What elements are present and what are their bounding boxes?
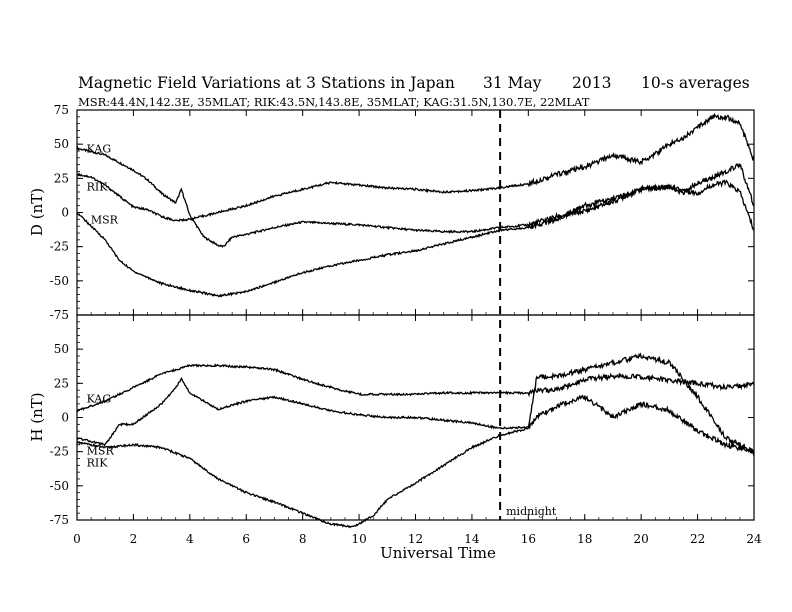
- chart-title-year: 2013: [572, 74, 611, 92]
- d-panel: -75 -50 -25 0 25 50 75 KAG RIK MSR: [50, 103, 755, 322]
- d-y-tick-label: -75: [50, 308, 69, 322]
- h-axis-title: H (nT): [28, 392, 46, 441]
- x-tick-label: 14: [464, 532, 480, 546]
- x-tick-label: 0: [73, 532, 81, 546]
- x-tick-label: 8: [299, 532, 307, 546]
- h-y-tick-label: 0: [61, 411, 69, 425]
- x-tick-label: 18: [577, 532, 592, 546]
- chart-title-averaging: 10-s averages: [641, 74, 750, 92]
- h-series-msr-line: [76, 376, 755, 455]
- d-y-tick-label: 75: [54, 103, 69, 117]
- x-axis-title: Universal Time: [380, 544, 496, 562]
- chart-subtitle-stations: MSR:44.4N,142.3E, 35MLAT; RIK:43.5N,143.…: [78, 95, 590, 109]
- d-series-msr-line: [76, 163, 755, 298]
- h-series-rik-label: RIK: [87, 457, 109, 470]
- h-series-rik-line: [76, 352, 755, 529]
- d-axis-title: D (nT): [28, 188, 46, 236]
- h-y-tick-label: 50: [54, 342, 69, 356]
- x-tick-label: 24: [746, 532, 762, 546]
- d-y-tick-label: -50: [50, 274, 69, 288]
- midnight-marker-label: midnight: [506, 505, 557, 518]
- d-series-msr-label: MSR: [91, 213, 119, 226]
- x-tick-label: 16: [521, 532, 536, 546]
- h-y-tick-label: -25: [50, 445, 69, 459]
- h-y-tick-label: -50: [50, 479, 69, 493]
- x-tick-label: 2: [130, 532, 138, 546]
- x-tick-label: 22: [690, 532, 705, 546]
- x-tick-label: 10: [351, 532, 366, 546]
- h-series-kag-line: [76, 363, 755, 413]
- h-y-tick-label: 25: [54, 376, 69, 390]
- d-y-tick-label: 50: [54, 137, 69, 151]
- x-tick-label: 12: [408, 532, 423, 546]
- d-y-tick-label: -25: [50, 240, 69, 254]
- d-series-kag-line: [76, 145, 755, 248]
- x-axis: 0 2 4 6 8 10 12 14 16 18 20 22 24: [73, 532, 762, 546]
- h-series-kag-label: KAG: [87, 392, 112, 405]
- d-y-tick-label: 0: [61, 206, 69, 220]
- h-y-tick-label: -75: [50, 513, 69, 527]
- chart-title-main: Magnetic Field Variations at 3 Stations …: [78, 74, 455, 92]
- x-tick-label: 6: [242, 532, 250, 546]
- d-series-rik-label: RIK: [87, 181, 109, 194]
- x-tick-label: 4: [186, 532, 194, 546]
- d-y-tick-label: 25: [54, 171, 69, 185]
- d-series-rik-line: [76, 112, 755, 223]
- x-tick-label: 20: [634, 532, 649, 546]
- d-panel-frame: [76, 109, 755, 316]
- chart-title-date: 31 May: [483, 74, 542, 92]
- d-series-kag-label: KAG: [87, 142, 112, 155]
